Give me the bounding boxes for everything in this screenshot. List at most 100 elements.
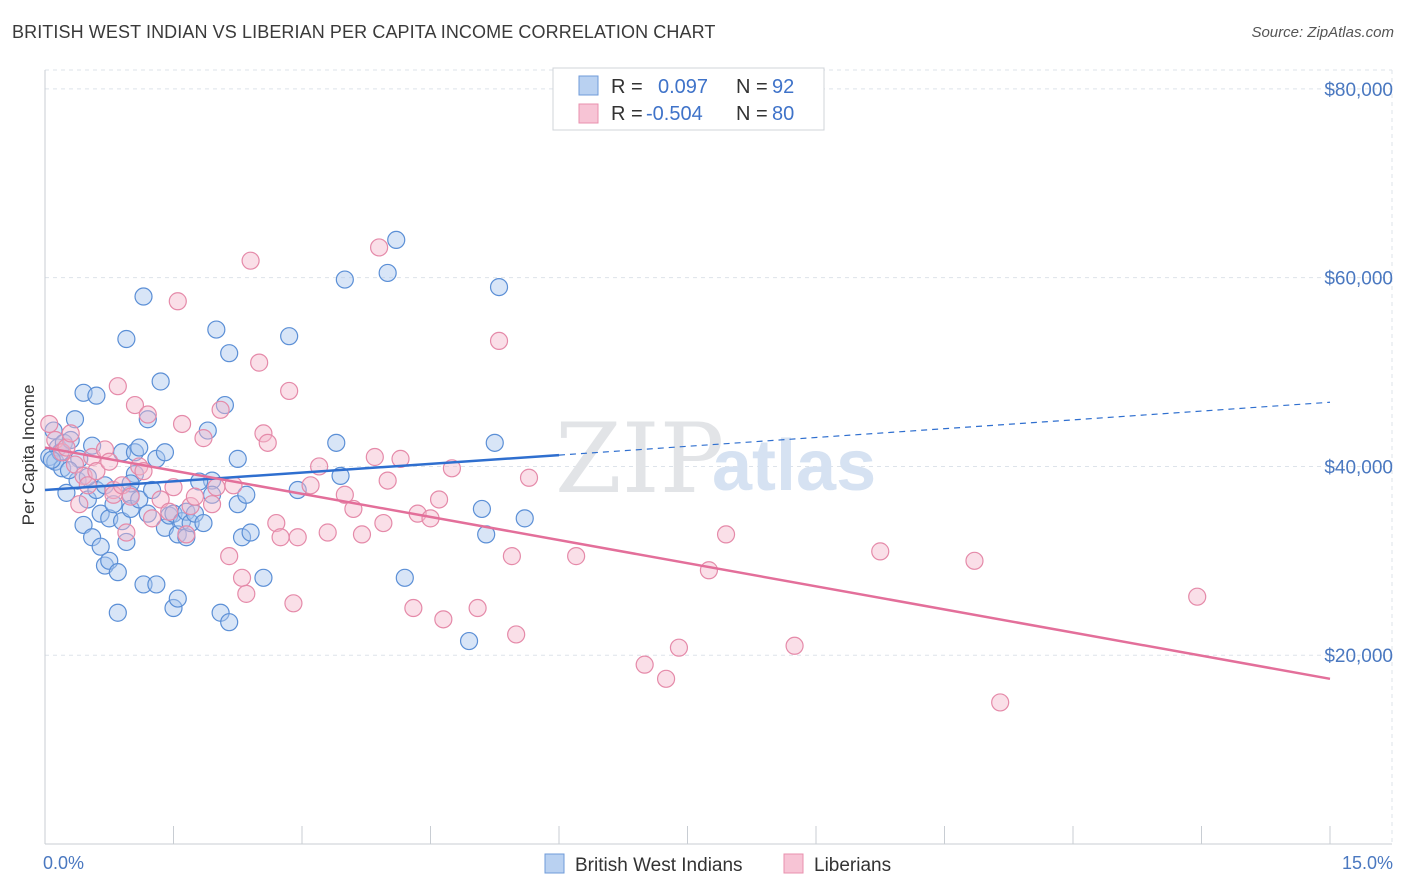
british-west-indian-point: [207, 320, 226, 339]
liberian-point: [567, 547, 586, 566]
x-tick-label-min: 0.0%: [43, 853, 84, 873]
liberian-point: [117, 523, 136, 542]
liberian-point: [785, 636, 804, 655]
liberian-point: [699, 561, 719, 580]
liberian-point: [172, 414, 192, 434]
liberian-point: [365, 447, 384, 467]
british-west-indian-point: [485, 433, 504, 452]
legend-n-label-blue: N =: [736, 76, 768, 98]
liberian-point: [267, 513, 286, 533]
british-west-indian-point: [378, 263, 397, 283]
liberian-point: [125, 395, 145, 415]
bottom-legend-swatch-blue: [544, 853, 565, 874]
liberian-point: [168, 292, 187, 311]
liberian-point: [254, 424, 273, 443]
legend-n-label-pink: N =: [736, 103, 768, 125]
legend-n-value-pink: 80: [772, 103, 794, 125]
legend-swatch-blue: [578, 75, 599, 96]
liberian-point: [378, 471, 397, 490]
liberian-point: [237, 584, 256, 603]
british-west-indian-point: [138, 410, 157, 429]
liberian-point: [716, 525, 736, 544]
british-west-indian-point: [220, 613, 239, 632]
source-label: Source: ZipAtlas.com: [1251, 24, 1394, 41]
liberian-point: [352, 525, 372, 544]
british-west-indian-point: [151, 372, 170, 391]
liberian-point: [202, 495, 222, 514]
liberian-point: [965, 551, 984, 570]
liberian-point: [280, 381, 299, 401]
british-west-indian-point: [155, 443, 175, 462]
british-west-indian-point: [327, 433, 346, 452]
trend-line-liberians: [44, 446, 1331, 681]
grid-lines: [45, 69, 1393, 844]
liberian-point: [507, 625, 526, 644]
british-west-indian-point: [395, 568, 414, 587]
british-west-indian-point: [91, 537, 110, 556]
liberian-point: [519, 468, 539, 487]
british-west-indian-point: [515, 509, 534, 528]
liberian-point: [87, 462, 106, 481]
british-west-indian-point: [489, 277, 509, 297]
liberian-point: [871, 542, 890, 561]
british-west-indian-point: [117, 329, 136, 349]
liberian-point: [301, 476, 320, 495]
liberian-point: [70, 495, 89, 514]
trend-line-british-west-indians: [44, 453, 560, 492]
y-axis-label: Per Capita Income: [19, 385, 38, 526]
y-tick-label: $80,000: [1324, 80, 1393, 101]
liberian-point: [194, 429, 213, 448]
liberian-point: [181, 496, 200, 516]
british-west-indian-point: [472, 499, 491, 519]
british-west-indian-point: [331, 466, 350, 485]
liberian-point: [468, 598, 487, 618]
y-tick-labels: $20,000 $40,000 $60,000 $80,000: [1324, 80, 1393, 667]
liberian-point: [284, 594, 303, 613]
liberian-point: [100, 452, 119, 471]
bottom-legend-label-blue: British West Indians: [575, 855, 743, 876]
liberian-point: [656, 669, 676, 688]
liberian-point: [232, 568, 252, 587]
legend-r-value-blue: 0.097: [658, 76, 708, 98]
british-west-indian-point: [134, 575, 153, 594]
british-west-indian-point: [74, 515, 93, 535]
liberian-point: [404, 598, 423, 618]
liberian-point: [164, 478, 183, 497]
british-west-indian-point: [91, 504, 110, 523]
liberian-point: [669, 638, 689, 657]
legend-r-label-pink: R =: [611, 103, 643, 125]
liberian-point: [207, 478, 226, 497]
british-west-indian-point: [237, 485, 256, 504]
liberian-point: [211, 400, 230, 419]
liberian-point: [40, 414, 59, 434]
liberian-point: [258, 433, 277, 452]
british-west-indian-point: [112, 512, 132, 531]
british-west-indian-point: [254, 568, 273, 587]
bottom-legend-label-pink: Liberians: [814, 855, 891, 876]
liberian-point: [1188, 587, 1207, 606]
liberian-point: [250, 353, 269, 372]
british-west-indian-point: [232, 528, 252, 547]
trend-lines: [44, 401, 1331, 681]
liberian-point: [142, 509, 162, 528]
liberian-point: [370, 238, 389, 257]
liberian-point: [429, 490, 449, 509]
liberian-point: [374, 513, 393, 533]
british-west-indian-point: [42, 450, 61, 469]
y-tick-label: $20,000: [1324, 646, 1393, 667]
liberian-point: [241, 251, 260, 270]
legend-r-label-blue: R =: [611, 76, 643, 98]
legend-r-value-pink: -0.504: [646, 103, 703, 125]
liberian-point: [271, 528, 290, 547]
watermark-atlas: atlas: [712, 426, 876, 506]
legend-swatch-pink: [578, 103, 599, 124]
chart-title: BRITISH WEST INDIAN VS LIBERIAN PER CAPI…: [12, 22, 716, 42]
trend-line-british-west-indians-extension: [558, 401, 1331, 456]
y-tick-label: $60,000: [1324, 269, 1393, 290]
liberian-point: [288, 528, 307, 547]
british-west-indian-point: [459, 631, 479, 651]
axes: [44, 70, 1392, 845]
bottom-legend-swatch-pink: [783, 853, 804, 874]
watermark-zip: ZIP: [555, 403, 724, 515]
